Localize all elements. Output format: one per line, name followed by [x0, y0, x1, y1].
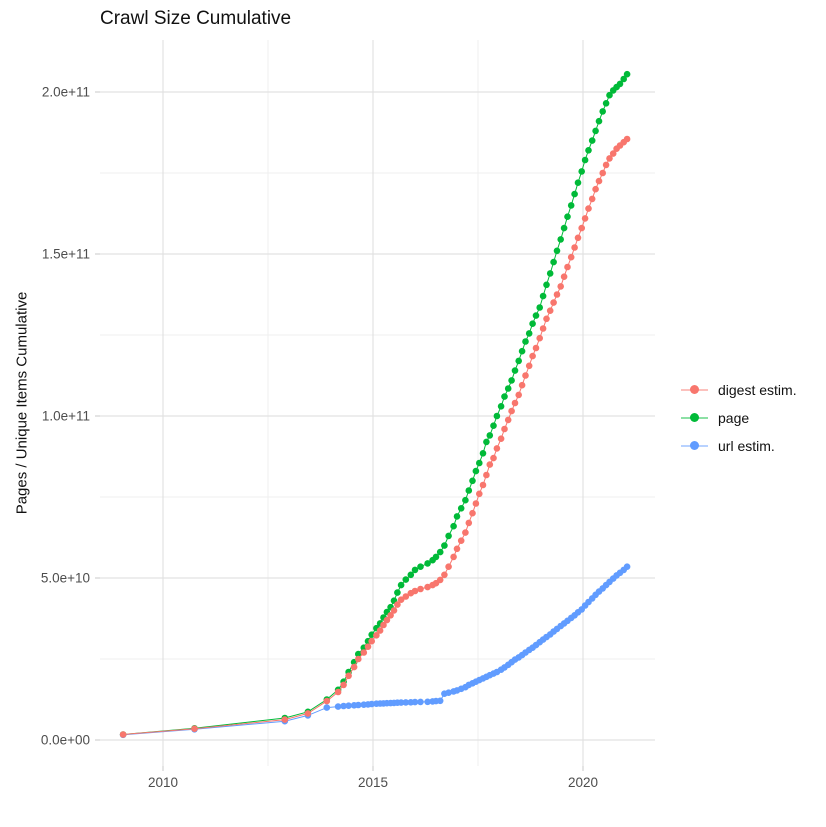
legend-label-page: page	[718, 409, 750, 426]
svg-text:1.5e+11: 1.5e+11	[42, 247, 90, 262]
legend-label-digest: digest estim.	[718, 381, 797, 398]
svg-text:2015: 2015	[358, 775, 388, 790]
svg-text:1.0e+11: 1.0e+11	[42, 409, 90, 424]
grid-minor	[100, 40, 655, 766]
svg-text:2010: 2010	[148, 775, 178, 790]
legend-item-url: url estim.	[681, 437, 797, 454]
digest-series-swatch-icon	[681, 381, 708, 398]
svg-text:0.0e+00: 0.0e+00	[41, 733, 90, 748]
legend: digest estim. page url estim.	[681, 381, 797, 454]
legend-item-page: page	[681, 409, 797, 426]
x-axis-tick-labels: 2010 2015 2020	[148, 775, 598, 790]
chart-title: Crawl Size Cumulative	[100, 8, 292, 29]
series-page	[119, 70, 631, 738]
svg-text:5.0e+10: 5.0e+10	[41, 571, 90, 586]
axis-ticks	[95, 91, 584, 771]
series-digest-estim-	[119, 135, 631, 738]
series-url-estim-	[119, 563, 631, 739]
page-series-swatch-icon	[681, 409, 708, 426]
url-series-swatch-icon	[681, 437, 708, 454]
y-axis-tick-labels: 0.0e+00 5.0e+10 1.0e+11 1.5e+11 2.0e+11	[41, 85, 90, 748]
svg-text:2.0e+11: 2.0e+11	[42, 85, 90, 100]
svg-text:2020: 2020	[568, 775, 598, 790]
legend-item-digest: digest estim.	[681, 381, 797, 398]
grid-major	[100, 40, 655, 766]
legend-label-url: url estim.	[718, 437, 775, 454]
